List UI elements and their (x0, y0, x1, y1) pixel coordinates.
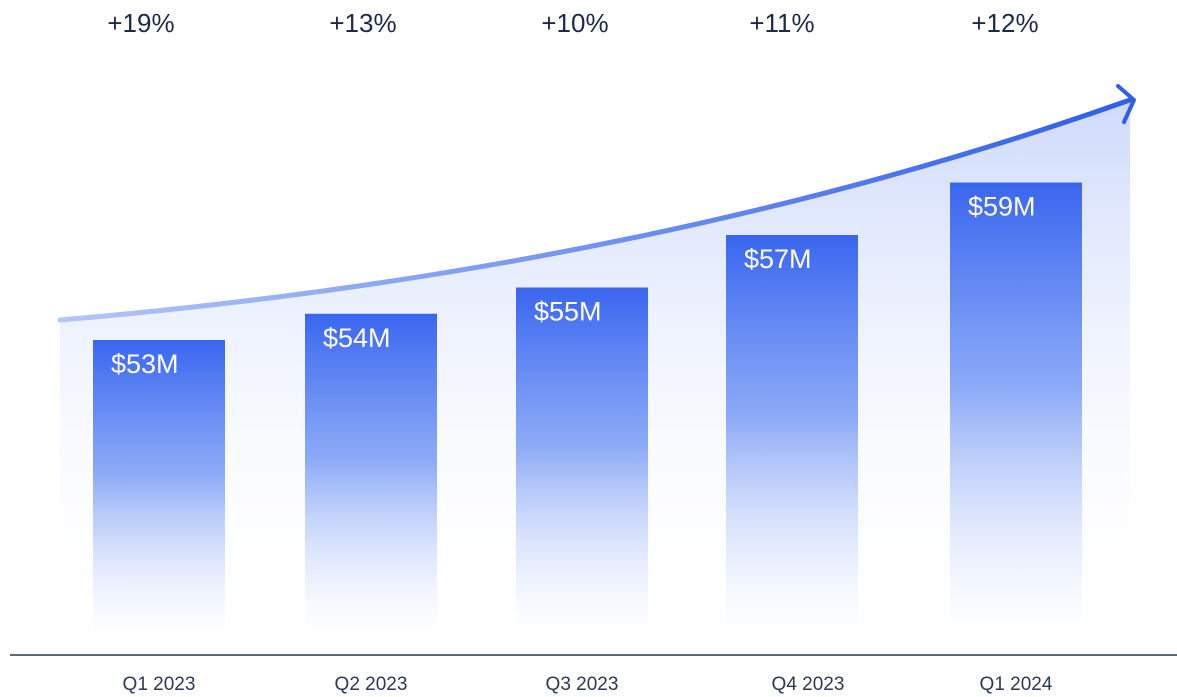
bar (93, 340, 225, 640)
x-tick-label: Q1 2024 (980, 674, 1053, 695)
value-label: $59M (968, 192, 1036, 222)
value-label: $57M (744, 244, 812, 274)
growth-label: +11% (749, 8, 814, 38)
bar (726, 235, 858, 640)
value-label: $54M (323, 323, 391, 353)
growth-curve (57, 97, 1133, 323)
value-label: $53M (111, 349, 179, 379)
arrow-head (1116, 84, 1136, 124)
growth-label: +13% (329, 8, 396, 38)
bar (516, 287, 648, 640)
x-tick-label: Q1 2023 (123, 674, 196, 695)
growth-label: +10% (541, 8, 608, 38)
value-label: $55M (534, 297, 602, 327)
x-tick-label: Q3 2023 (546, 674, 619, 695)
bar (950, 182, 1082, 640)
x-tick-label: Q2 2023 (335, 674, 408, 695)
growth-label: +12% (971, 8, 1038, 38)
x-tick-label: Q4 2023 (772, 674, 845, 695)
growth-label: +19% (107, 8, 174, 38)
bar (305, 313, 437, 640)
